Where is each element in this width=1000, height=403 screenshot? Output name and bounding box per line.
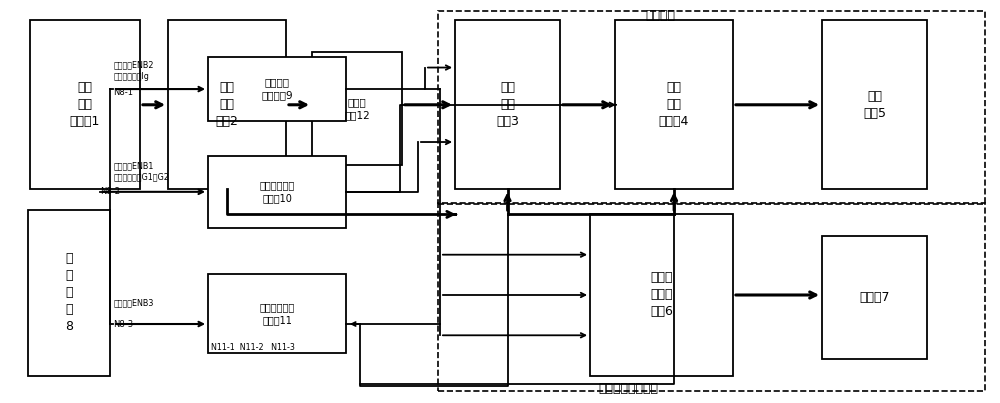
Bar (438, 203, 985, 391)
Text: 恒流电源
控制单元9: 恒流电源 控制单元9 (261, 77, 293, 101)
Text: 使能信号ENB2
给定电流信号Ig: 使能信号ENB2 给定电流信号Ig (114, 60, 154, 81)
Bar (208, 274, 346, 353)
Text: 脉冲发生器控
制单元10: 脉冲发生器控 制单元10 (259, 180, 295, 204)
Bar (208, 156, 346, 228)
Bar (28, 210, 110, 376)
Text: 大地
负载5: 大地 负载5 (863, 90, 886, 120)
Text: N11-1  N11-2   N11-3: N11-1 N11-2 N11-3 (211, 343, 295, 352)
Text: 使能信号ENB3: 使能信号ENB3 (114, 299, 154, 307)
Bar (455, 20, 560, 189)
Bar (208, 57, 346, 121)
Text: 自适应
稳流变
换器6: 自适应 稳流变 换器6 (650, 272, 673, 318)
Text: 稳流变换器控
制单元11: 稳流变换器控 制单元11 (259, 302, 295, 325)
Bar (615, 20, 733, 189)
Bar (30, 20, 140, 189)
Bar (822, 20, 927, 189)
Text: 电流传
感器12: 电流传 感器12 (344, 97, 370, 120)
Bar (822, 236, 927, 359)
Text: 发射支路: 发射支路 (645, 9, 675, 22)
Text: N8-3: N8-3 (113, 320, 133, 328)
Text: N8-1: N8-1 (113, 88, 133, 97)
Text: N8-2: N8-2 (100, 187, 120, 196)
Text: 假负载7: 假负载7 (859, 291, 890, 304)
Text: 主
控
制
器
8: 主 控 制 器 8 (65, 253, 73, 333)
Text: 直流
恒流
电源3: 直流 恒流 电源3 (496, 81, 519, 128)
Bar (438, 11, 985, 204)
Text: 使能信号ENB1
脉冲驱动信号G1、G2: 使能信号ENB1 脉冲驱动信号G1、G2 (114, 161, 170, 181)
Text: 发电
机或
电池组1: 发电 机或 电池组1 (70, 81, 100, 128)
Text: 电流
脉冲
发生器4: 电流 脉冲 发生器4 (659, 81, 689, 128)
Text: 直流
稳压
电源2: 直流 稳压 电源2 (216, 81, 238, 128)
Bar (312, 52, 402, 165)
Bar (590, 214, 733, 376)
Text: 自适应假负载支路: 自适应假负载支路 (598, 382, 658, 395)
Bar (168, 20, 286, 189)
